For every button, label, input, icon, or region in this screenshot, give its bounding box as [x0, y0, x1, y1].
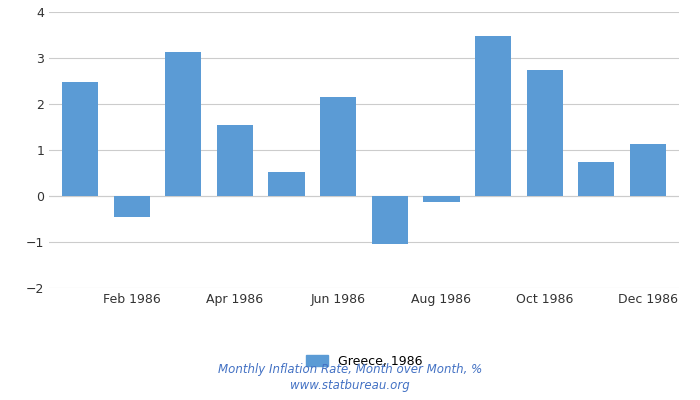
- Bar: [320, 97, 356, 196]
- Bar: [630, 144, 666, 196]
- Text: www.statbureau.org: www.statbureau.org: [290, 380, 410, 392]
- Bar: [113, 196, 150, 217]
- Bar: [424, 196, 459, 202]
- Bar: [269, 172, 304, 196]
- Legend: Greece, 1986: Greece, 1986: [305, 355, 423, 368]
- Bar: [372, 196, 408, 244]
- Bar: [475, 36, 511, 196]
- Bar: [578, 162, 615, 196]
- Text: Monthly Inflation Rate, Month over Month, %: Monthly Inflation Rate, Month over Month…: [218, 364, 482, 376]
- Bar: [526, 70, 563, 196]
- Bar: [165, 52, 202, 196]
- Bar: [62, 82, 98, 196]
- Bar: [217, 125, 253, 196]
